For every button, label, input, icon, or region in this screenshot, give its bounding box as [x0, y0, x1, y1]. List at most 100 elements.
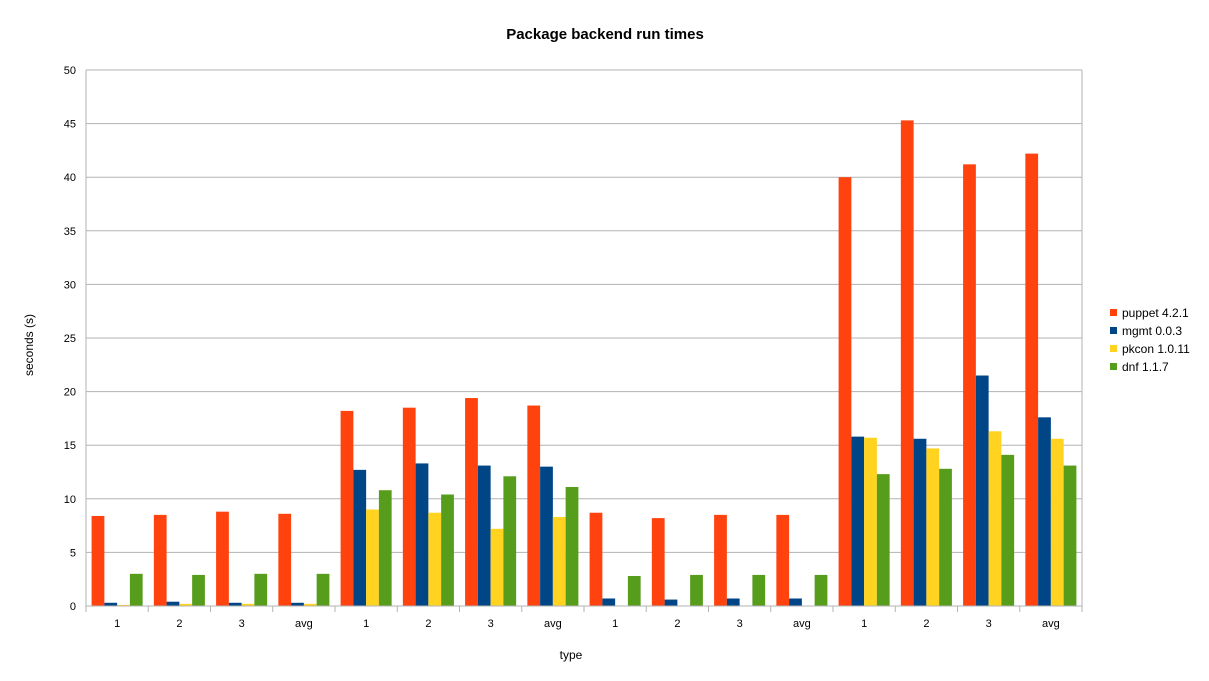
bar	[552, 517, 566, 606]
bar	[838, 177, 852, 606]
x-tick-label: 2	[923, 618, 929, 630]
bar	[228, 602, 242, 606]
bar	[789, 598, 802, 606]
bar	[316, 573, 330, 606]
y-axis-label: seconds (s)	[22, 314, 36, 376]
bar	[664, 599, 678, 606]
y-tick-label: 15	[64, 440, 76, 452]
bar	[179, 603, 193, 606]
bar	[939, 468, 952, 606]
x-tick-label: avg	[544, 618, 562, 630]
bar	[291, 602, 304, 606]
x-tick-label: 3	[488, 618, 494, 630]
bar	[851, 436, 865, 606]
y-tick-label: 40	[64, 172, 76, 184]
bar	[415, 463, 429, 606]
bar	[690, 574, 703, 606]
y-tick-labels: 0 5 10 15 20 25 30 35 40 45 50	[64, 65, 76, 613]
bar	[366, 509, 379, 606]
chart-title: Package backend run times	[506, 26, 704, 43]
x-tick-label: 3	[737, 618, 743, 630]
x-tick-label: 3	[239, 618, 245, 630]
x-tick-label: 2	[176, 618, 182, 630]
x-tick-label: avg	[1042, 618, 1060, 630]
y-tick-label: 10	[64, 494, 76, 506]
legend-label: puppet 4.2.1	[1122, 306, 1189, 320]
bar	[465, 398, 478, 606]
bar	[926, 448, 940, 606]
x-tick-label: 1	[612, 618, 618, 630]
bar	[776, 514, 790, 606]
bar	[651, 518, 665, 606]
legend-label: dnf 1.1.7	[1122, 360, 1169, 374]
y-tick-label: 25	[64, 333, 76, 345]
bar	[565, 487, 579, 606]
legend: puppet 4.2.1 mgmt 0.0.3 pkcon 1.0.11 dnf 1.…	[1110, 306, 1190, 374]
bar	[192, 574, 205, 606]
bar	[441, 494, 454, 606]
grid-lines	[86, 69, 1082, 607]
x-tick-labels: 1 2 3 avg 1 2 3 avg 1 2 3 avg 1 2 3 avg	[114, 618, 1060, 630]
bar	[876, 474, 890, 606]
bar	[752, 574, 766, 606]
bar	[1063, 465, 1077, 606]
x-tick-label: avg	[295, 618, 313, 630]
bar	[527, 405, 541, 606]
x-tick-label: 2	[425, 618, 431, 630]
bar	[602, 598, 616, 606]
bar	[988, 431, 1002, 606]
bar	[627, 575, 641, 606]
bar	[129, 573, 143, 606]
x-tick-label: 1	[861, 618, 867, 630]
bar	[975, 375, 989, 606]
bar	[340, 410, 354, 606]
x-tick-label: 1	[114, 618, 120, 630]
bar	[1038, 417, 1051, 606]
bar	[714, 514, 727, 606]
bar	[726, 598, 740, 606]
bar	[477, 465, 491, 606]
bar	[378, 490, 392, 606]
y-tick-label: 45	[64, 119, 76, 131]
legend-label: pkcon 1.0.11	[1122, 342, 1190, 356]
bar	[503, 476, 517, 606]
bar	[428, 512, 442, 606]
x-tick-label: avg	[793, 618, 811, 630]
x-tick-label: 3	[986, 618, 992, 630]
bar	[353, 469, 367, 606]
legend-label: mgmt 0.0.3	[1122, 324, 1182, 338]
y-tick-label: 35	[64, 226, 76, 238]
y-tick-label: 0	[70, 601, 76, 613]
x-axis-label: type	[560, 648, 583, 662]
bar	[1001, 454, 1015, 606]
bar	[1025, 153, 1039, 606]
bar	[216, 511, 229, 606]
bar	[864, 437, 877, 606]
bar	[913, 438, 927, 606]
x-tick-label: 1	[363, 618, 369, 630]
axes	[85, 70, 1083, 612]
bar	[254, 573, 268, 606]
bar	[153, 514, 167, 606]
y-tick-label: 20	[64, 387, 76, 399]
bar	[540, 466, 553, 606]
bar	[814, 574, 828, 606]
bar	[900, 120, 914, 606]
bars	[91, 120, 1077, 606]
x-tick-label: 2	[674, 618, 680, 630]
bar	[117, 604, 130, 606]
bar	[91, 515, 105, 606]
legend-swatch	[1110, 345, 1117, 352]
legend-swatch	[1110, 363, 1117, 370]
bar	[303, 603, 317, 606]
bar	[589, 512, 603, 606]
legend-swatch	[1110, 309, 1117, 316]
bar	[104, 602, 118, 606]
bar	[963, 164, 976, 606]
bar	[1050, 438, 1064, 606]
y-tick-label: 50	[64, 65, 76, 77]
bar	[166, 601, 180, 606]
bar	[278, 513, 292, 606]
bar	[402, 407, 416, 606]
